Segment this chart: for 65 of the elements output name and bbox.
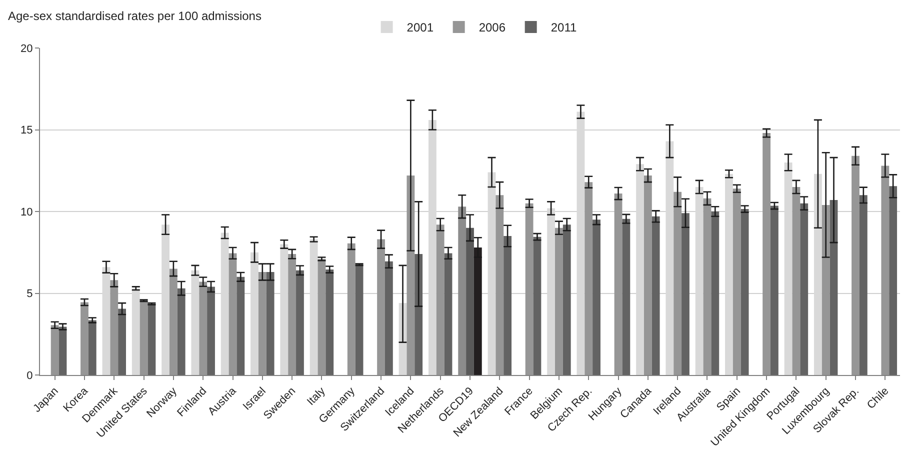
bar (740, 209, 749, 375)
bar (177, 288, 186, 375)
bar (622, 218, 630, 375)
bar (800, 203, 808, 375)
bar (50, 325, 59, 375)
bar (377, 239, 385, 375)
bar (466, 228, 474, 375)
bar (326, 270, 334, 375)
bar (822, 204, 830, 375)
y-tick-label: 0 (26, 370, 33, 382)
bar (266, 272, 274, 375)
bar (110, 280, 118, 375)
bar (792, 186, 800, 375)
bar (859, 195, 868, 375)
bar (80, 302, 88, 375)
bar (644, 176, 652, 375)
bar (296, 270, 304, 375)
y-tick-label: 5 (26, 288, 33, 300)
bar (148, 304, 156, 375)
bar (652, 216, 660, 375)
bar (889, 186, 898, 375)
bar (347, 243, 356, 375)
bar (199, 282, 208, 375)
bar (703, 198, 712, 375)
bar (504, 236, 512, 375)
bar (770, 206, 778, 375)
bar (88, 320, 96, 375)
bar (732, 188, 741, 375)
bar (830, 200, 838, 375)
bar (355, 264, 364, 375)
bar (406, 176, 415, 375)
bar (533, 236, 542, 375)
legend-label: 2001 (406, 20, 434, 35)
bar (852, 156, 860, 375)
bar (584, 182, 593, 375)
bar (674, 192, 682, 375)
y-tick-label: 20 (20, 42, 33, 55)
bar (58, 326, 67, 375)
y-tick-label: 10 (20, 206, 33, 218)
bar (258, 272, 266, 375)
bar (614, 194, 622, 375)
bar (228, 253, 237, 375)
bar (318, 258, 326, 375)
bar (881, 166, 890, 375)
bar (118, 308, 126, 375)
y-tick-label: 15 (20, 124, 33, 137)
bar (555, 228, 563, 375)
bar (436, 224, 444, 375)
bar (444, 253, 452, 375)
bar (562, 224, 571, 375)
bar (140, 300, 148, 375)
bar (525, 203, 534, 375)
bar (711, 212, 720, 375)
bar (236, 276, 245, 375)
y-axis-title: Age-sex standardised rates per 100 admissions (8, 9, 262, 23)
legend-label: 2011 (550, 20, 577, 35)
bar (384, 261, 393, 375)
bar (207, 286, 215, 375)
bar (288, 254, 296, 375)
bar (592, 220, 600, 375)
bar (762, 133, 771, 375)
bar (496, 195, 504, 375)
bar (169, 268, 178, 375)
legend-label: 2006 (478, 20, 506, 35)
bar (682, 213, 690, 375)
